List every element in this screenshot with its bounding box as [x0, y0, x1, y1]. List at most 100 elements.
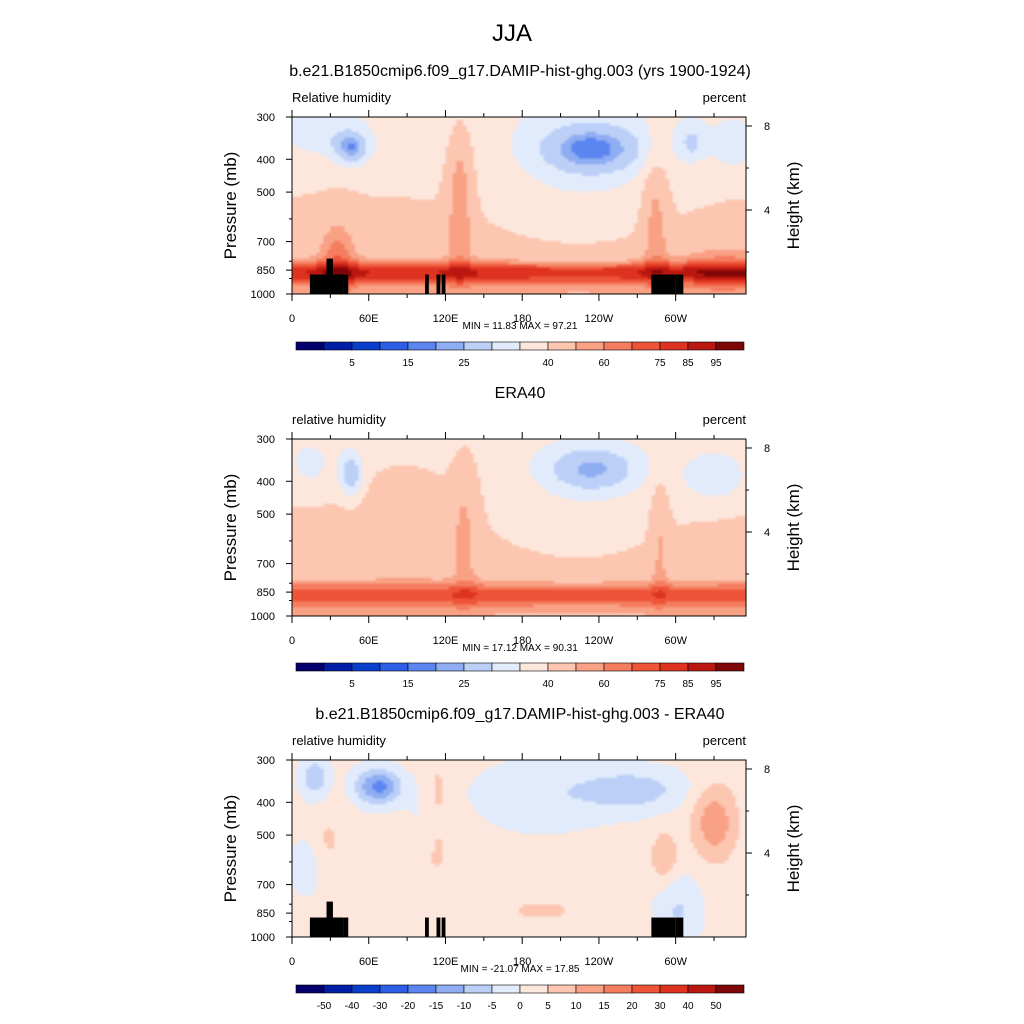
panel-3-field — [292, 760, 746, 937]
colorbar-label: -50 — [317, 1001, 332, 1012]
colorbar-label: -40 — [345, 1001, 360, 1012]
colorbar-swatch — [435, 984, 465, 994]
colorbar-label: -20 — [401, 1001, 416, 1012]
colorbar-swatch — [435, 341, 465, 351]
colorbar-swatch — [687, 341, 717, 351]
colorbar-swatch — [631, 341, 661, 351]
colorbar-swatch — [407, 341, 437, 351]
colorbar-swatch — [603, 662, 633, 672]
x-tick-label: 60W — [664, 635, 687, 647]
page-title: JJA — [491, 20, 532, 47]
topography-mask — [334, 274, 344, 294]
topography-mask — [436, 917, 441, 937]
x-tick-label: 180 — [513, 635, 531, 647]
y-axis-label: Pressure (mb) — [221, 152, 240, 260]
y-tick-label: 500 — [257, 830, 275, 842]
y-tick-label: 850 — [257, 587, 275, 599]
colorbar-swatch — [519, 662, 549, 672]
colorbar-swatch — [463, 984, 493, 994]
colorbar-swatch — [715, 341, 745, 351]
colorbar-label: -10 — [457, 1001, 472, 1012]
y-tick-label: 850 — [257, 265, 275, 277]
panel-1-variable-label: Relative humidity — [292, 90, 391, 105]
colorbar-label: 60 — [598, 358, 610, 369]
x-tick-label: 60E — [359, 313, 379, 325]
colorbar-label: 85 — [682, 358, 694, 369]
topography-mask — [675, 274, 684, 294]
y-tick-label: 300 — [257, 112, 275, 124]
colorbar-swatch — [547, 341, 577, 351]
colorbar-swatch — [323, 662, 353, 672]
colorbar-label: 40 — [682, 1001, 694, 1012]
colorbar-swatch — [547, 984, 577, 994]
colorbar-label: 85 — [682, 679, 694, 690]
colorbar-swatch — [463, 662, 493, 672]
colorbar-label: 15 — [598, 1001, 610, 1012]
colorbar-swatch — [547, 662, 577, 672]
colorbar-label: 95 — [710, 358, 722, 369]
y-tick-label: 400 — [257, 476, 275, 488]
x-tick-label: 120W — [585, 313, 614, 325]
colorbar-label: 30 — [654, 1001, 666, 1012]
colorbar-swatch — [659, 984, 689, 994]
y-tick-label: 1000 — [251, 932, 275, 944]
panel-3-frame — [291, 759, 747, 938]
panel-2-colorbar: 5 15 25 40 60 75 85 95 — [295, 662, 745, 690]
colorbar-label: 5 — [349, 358, 355, 369]
colorbar-label: 75 — [654, 358, 666, 369]
height-tick-label: 8 — [764, 443, 770, 455]
colorbar-swatch — [603, 341, 633, 351]
topography-mask — [326, 258, 333, 294]
colorbar-swatch — [631, 662, 661, 672]
colorbar-swatch — [379, 662, 409, 672]
x-tick-label: 0 — [289, 956, 295, 968]
y-tick-label: 500 — [257, 509, 275, 521]
x-tick-label: 60W — [664, 956, 687, 968]
panel-2-minmax: MIN = 17.12 MAX = 90.31 — [462, 643, 578, 654]
colorbar-label: 0 — [517, 1001, 523, 1012]
colorbar-swatch — [435, 662, 465, 672]
colorbar-swatch — [631, 984, 661, 994]
colorbar-swatch — [463, 341, 493, 351]
colorbar-swatch — [715, 984, 745, 994]
x-tick-label: 120E — [433, 635, 459, 647]
panel-1-minmax: MIN = 11.83 MAX = 97.21 — [462, 321, 578, 332]
colorbar-label: -5 — [488, 1001, 497, 1012]
colorbar-swatch — [351, 984, 381, 994]
topography-mask — [334, 917, 344, 937]
colorbar-label: 75 — [654, 679, 666, 690]
colorbar-swatch — [351, 341, 381, 351]
colorbar-swatch — [295, 984, 325, 994]
panel-3-variable-label: relative humidity — [292, 733, 386, 748]
colorbar-swatch — [295, 662, 325, 672]
height-tick-label: 8 — [764, 121, 770, 133]
colorbar-swatch — [407, 984, 437, 994]
x-tick-label: 120E — [433, 956, 459, 968]
height-tick-label: 4 — [764, 848, 770, 860]
panel-2-units-label: percent — [702, 412, 746, 427]
x-tick-label: 180 — [513, 313, 531, 325]
panel-1-frame — [291, 116, 747, 295]
colorbar-swatch — [575, 662, 605, 672]
colorbar-label: 5 — [349, 679, 355, 690]
panel-2-frame — [291, 438, 747, 617]
x-tick-label: 60E — [359, 635, 379, 647]
height-tick-label: 4 — [764, 205, 770, 217]
x-tick-label: 60E — [359, 956, 379, 968]
colorbar-label: 60 — [598, 679, 610, 690]
topography-mask — [425, 274, 429, 294]
colorbar-label: 15 — [402, 358, 414, 369]
colorbar-swatch — [407, 662, 437, 672]
topography-mask — [436, 274, 441, 294]
colorbar-swatch — [323, 984, 353, 994]
x-tick-label: 120W — [585, 956, 614, 968]
colorbar-swatch — [379, 984, 409, 994]
x-tick-label: 60W — [664, 313, 687, 325]
panel-1-plot: 0 60E 120E 180 120W 60W 300 400 500 700 850 1000 8 4 P… — [221, 110, 803, 325]
topography-mask — [343, 917, 349, 937]
colorbar-label: 40 — [542, 358, 554, 369]
colorbar-label: 15 — [402, 679, 414, 690]
colorbar-swatch — [659, 341, 689, 351]
panel-2-title: ERA40 — [494, 385, 546, 402]
